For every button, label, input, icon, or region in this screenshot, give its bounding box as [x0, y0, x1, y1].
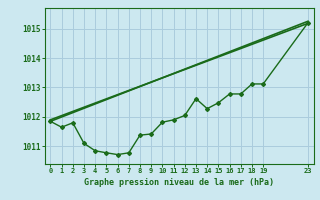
X-axis label: Graphe pression niveau de la mer (hPa): Graphe pression niveau de la mer (hPa) — [84, 178, 274, 187]
